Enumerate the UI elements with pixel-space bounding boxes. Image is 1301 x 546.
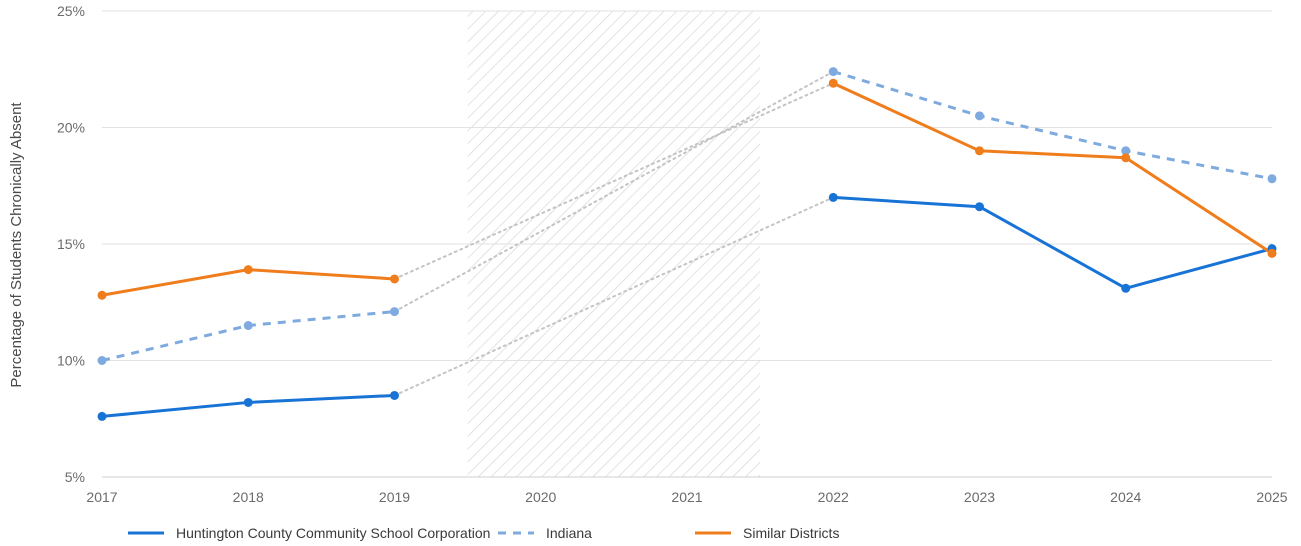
data-point-similar: [1121, 153, 1131, 163]
data-point-indiana: [243, 321, 253, 331]
y-tick-label: 5%: [65, 469, 85, 485]
data-point-indiana: [97, 356, 107, 365]
x-tick-label: 2017: [86, 489, 117, 505]
legend-label-indiana: Indiana: [546, 525, 592, 541]
y-axis-tick-labels: 5% 10% 15% 20% 25%: [57, 3, 85, 485]
x-tick-label: 2024: [1110, 489, 1141, 505]
x-axis-tick-labels: 2017 2018 2019 2020 2021 2022 2023 2024 2025: [86, 489, 1287, 505]
legend: Huntington County Community School Corpo…: [128, 525, 839, 541]
data-point-huntington: [390, 390, 399, 400]
data-point-similar: [243, 265, 253, 275]
gap-connector-lines: [393, 70, 835, 397]
gap-connector-huntington: [393, 196, 835, 397]
x-tick-label: 2020: [525, 489, 556, 505]
data-point-indiana: [828, 67, 838, 77]
data-point-huntington: [1121, 283, 1131, 293]
data-point-indiana: [1267, 174, 1277, 184]
data-point-indiana: [390, 307, 399, 317]
y-axis-title: Percentage of Students Chronically Absen…: [8, 102, 25, 388]
y-tick-label: 25%: [57, 3, 85, 19]
gap-connector-similar: [393, 82, 835, 280]
data-point-huntington: [828, 192, 838, 202]
data-point-similar: [975, 146, 984, 156]
x-tick-label: 2021: [671, 489, 702, 505]
data-point-similar: [97, 290, 107, 300]
x-tick-label: 2023: [964, 489, 995, 505]
gap-connector-indiana: [393, 70, 835, 313]
data-point-huntington: [243, 397, 253, 407]
gridlines: [102, 10, 1272, 478]
data-point-indiana: [1121, 146, 1131, 156]
data-point-similar: [390, 274, 399, 284]
series-line-indiana: [101, 310, 395, 362]
series-line-huntington: [833, 195, 1273, 290]
y-tick-label: 10%: [57, 353, 85, 369]
series-line-indiana: [832, 70, 1273, 181]
data-point-indiana: [975, 111, 984, 121]
data-point-huntington: [97, 411, 107, 421]
x-tick-label: 2019: [379, 489, 410, 505]
x-tick-label: 2018: [233, 489, 264, 505]
y-tick-label: 20%: [57, 120, 85, 136]
series-line-similar: [832, 81, 1273, 255]
legend-label-similar: Similar Districts: [743, 525, 839, 541]
y-tick-label: 15%: [57, 236, 85, 252]
legend-label-huntington: Huntington County Community School Corpo…: [176, 525, 490, 541]
data-point-similar: [1267, 248, 1277, 258]
data-point-similar: [828, 78, 838, 88]
x-tick-label: 2025: [1256, 489, 1287, 505]
data-point-huntington: [975, 202, 984, 212]
series-points: [97, 67, 1277, 421]
x-tick-label: 2022: [818, 489, 849, 505]
